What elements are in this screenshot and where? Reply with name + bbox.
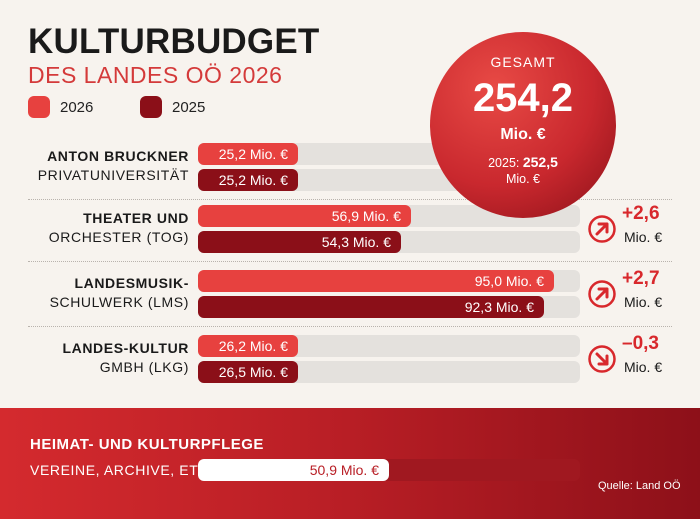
- row-divider: [28, 199, 672, 200]
- legend-2026: 2026: [28, 96, 93, 118]
- category-label: ANTON BRUCKNER PRIVATUNIVERSITÄT: [38, 147, 189, 185]
- bar-2025: 25,2 Mio. €: [198, 169, 298, 191]
- category-label-line1: ANTON BRUCKNER: [47, 148, 189, 164]
- bar-2025: 26,5 Mio. €: [198, 361, 298, 383]
- change-value: –0,3: [622, 333, 659, 354]
- category-label: LANDESMUSIK- SCHULWERK (LMS): [50, 274, 189, 312]
- category-label-line2: GMBH (LKG): [99, 359, 189, 375]
- extra-bar: 50,9 Mio. €: [198, 459, 389, 481]
- section-title: HEIMAT- UND KULTURPFLEGE: [30, 436, 264, 453]
- category-label-line1: LANDESMUSIK-: [74, 275, 189, 291]
- legend-swatch-2026: [28, 96, 50, 118]
- row-divider: [28, 261, 672, 262]
- bar-2026: 95,0 Mio. €: [198, 270, 554, 292]
- row-divider: [28, 326, 672, 327]
- total-unit: Mio. €: [500, 126, 546, 143]
- total-value: 254,2: [472, 76, 574, 120]
- arrow-up-right-icon: [588, 280, 616, 308]
- total-prev-value: 252,5: [522, 154, 558, 170]
- total-prev-unit: Mio. €: [505, 172, 541, 186]
- source-note: Quelle: Land OÖ: [598, 480, 681, 492]
- legend-swatch-2025: [140, 96, 162, 118]
- change-value: +2,7: [622, 268, 660, 289]
- category-label-line2: PRIVATUNIVERSITÄT: [37, 167, 189, 183]
- extra-category-label: VEREINE, ARCHIVE, ETC.: [30, 462, 214, 478]
- footer-section: HEIMAT- UND KULTURPFLEGE VEREINE, ARCHIV…: [0, 408, 700, 519]
- change-value: +2,6: [622, 203, 660, 224]
- total-label: GESAMT: [490, 54, 556, 70]
- change-unit: Mio. €: [624, 229, 663, 245]
- bar-2025: 54,3 Mio. €: [198, 231, 401, 253]
- category-label-line2: ORCHESTER (TOG): [48, 229, 189, 245]
- legend-label-2026: 2026: [60, 98, 94, 116]
- arrow-up-right-icon: [588, 215, 616, 243]
- title: KULTURBUDGET: [28, 22, 320, 61]
- bar-2026: 26,2 Mio. €: [198, 335, 298, 357]
- extra-row: VEREINE, ARCHIVE, ETC. 50,9 Mio. €: [0, 426, 700, 486]
- bar-2025: 92,3 Mio. €: [198, 296, 544, 318]
- legend-label-2025: 2025: [172, 98, 206, 116]
- change-unit: Mio. €: [624, 359, 663, 375]
- total-previous: 2025: 252,5 Mio. €: [430, 154, 616, 187]
- category-label: THEATER UND ORCHESTER (TOG): [49, 209, 189, 247]
- bar-2026: 25,2 Mio. €: [198, 143, 298, 165]
- arrow-down-right-icon: [588, 345, 616, 373]
- bar-2026: 56,9 Mio. €: [198, 205, 411, 227]
- category-label-line2: SCHULWERK (LMS): [49, 294, 189, 310]
- category-label-line1: LANDES-KULTUR: [62, 340, 189, 356]
- category-label: LANDES-KULTUR GMBH (LKG): [62, 339, 189, 377]
- category-label-line1: THEATER UND: [83, 210, 189, 226]
- subtitle: DES LANDES OÖ 2026: [28, 62, 283, 88]
- change-unit: Mio. €: [624, 294, 663, 310]
- legend-2025: 2025: [140, 96, 205, 118]
- total-circle: GESAMT 254,2 Mio. € 2025: 252,5 Mio. €: [430, 32, 616, 218]
- total-prev-label: 2025:: [488, 156, 520, 170]
